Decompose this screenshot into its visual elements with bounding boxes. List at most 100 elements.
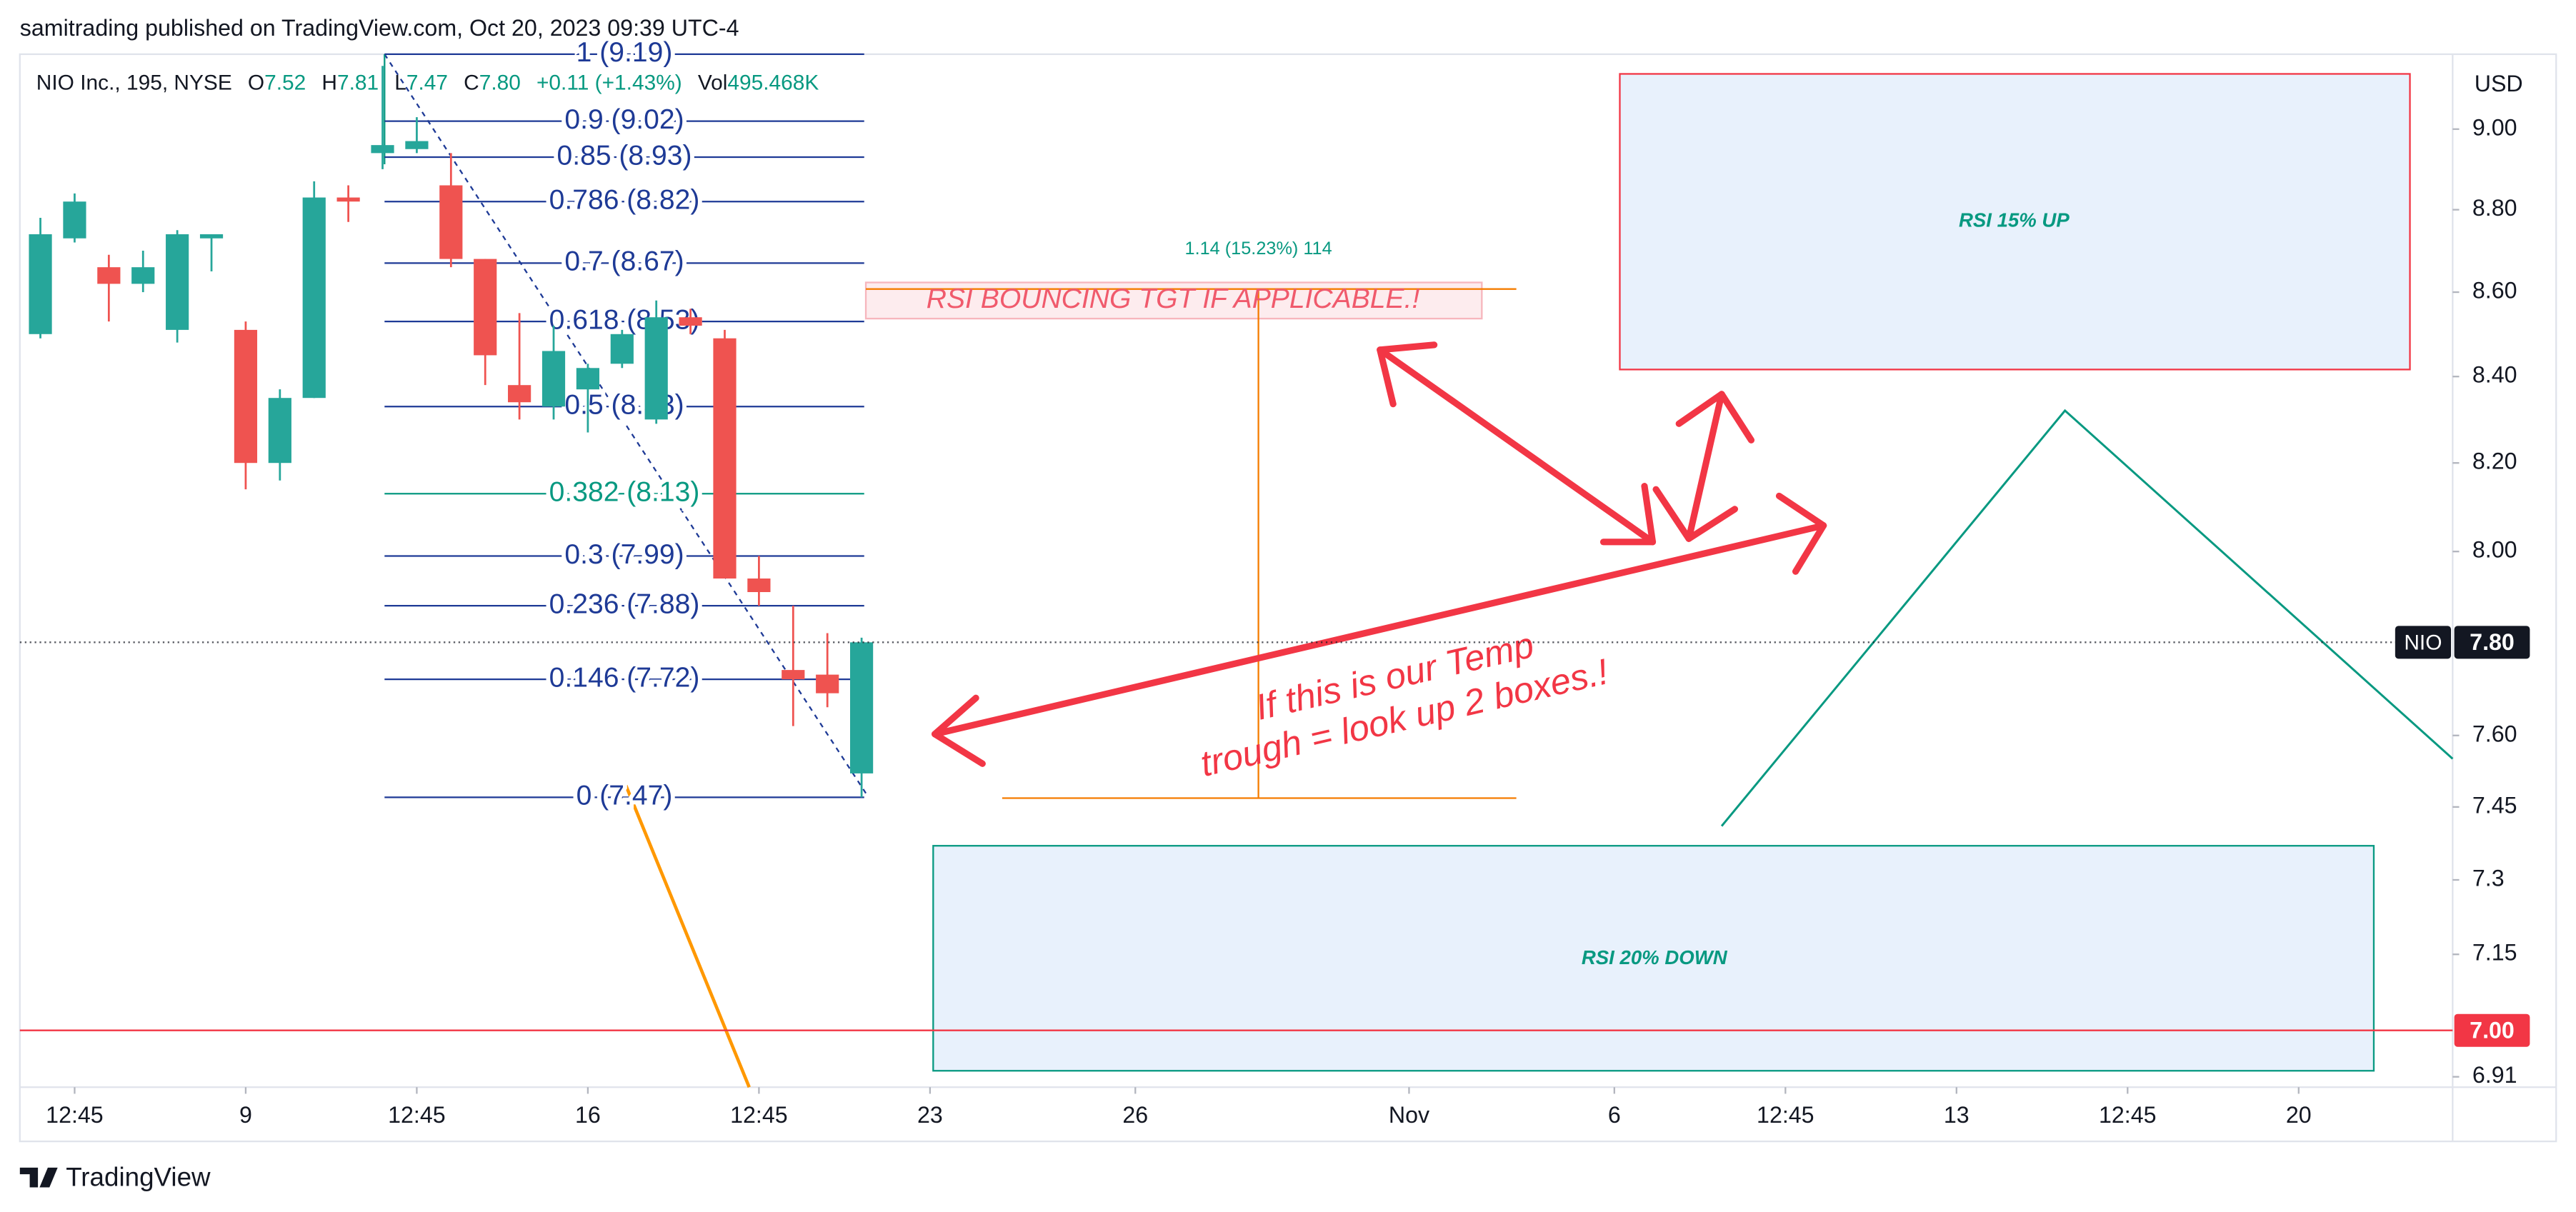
ohlc-value: 7.47	[406, 71, 448, 94]
price-lines: 7.80 NIO 7.00	[19, 626, 2530, 1047]
drawings: RSI BOUNCING TGT IF APPLICABLE.! 1.14 (1…	[384, 54, 2454, 1088]
arrow-line	[932, 522, 1827, 738]
arrow-head	[1652, 486, 1739, 542]
y-tick-label: 6.91	[2472, 1062, 2517, 1088]
price-label: 7.80	[2470, 629, 2515, 655]
candle-body	[29, 234, 52, 334]
candle-body	[576, 368, 600, 390]
arrow-head	[1599, 483, 1657, 546]
x-tick-label: 12:45	[2099, 1102, 2157, 1128]
attribution: samitrading published on TradingView.com…	[20, 15, 739, 41]
fib-label: 0.85 (8.93)	[557, 140, 692, 171]
zigzag-line	[1720, 409, 2454, 827]
y-tick-label: 8.00	[2472, 537, 2517, 563]
candle-body	[166, 234, 189, 330]
y-tick-label: 8.60	[2472, 278, 2517, 304]
box-up	[1619, 73, 2411, 371]
arrow-head	[932, 694, 986, 767]
x-tick-label: Nov	[1389, 1102, 1429, 1128]
ohlc-key: L	[394, 71, 406, 94]
ohlc-key: C	[464, 71, 479, 94]
x-tick-label: 9	[239, 1102, 252, 1128]
fib-label: 0.236 (7.88)	[549, 589, 700, 619]
brand: TradingView	[66, 1163, 211, 1192]
y-tick-label: 9.00	[2472, 114, 2517, 140]
candle-body	[849, 642, 874, 773]
price-label-box	[2454, 626, 2530, 659]
arrow-line	[1685, 391, 1725, 542]
candle-body	[508, 385, 531, 403]
y-tick-label: 7.60	[2472, 721, 2517, 746]
candle-body	[782, 670, 805, 680]
axes: 9.00 8.80 8.60 8.40 8.20 8.00 7.60 7.45 7.3 7.15 6…	[46, 114, 2517, 1128]
chart-frame	[19, 53, 2557, 1143]
y-tick-label: 7.15	[2472, 940, 2517, 966]
volume-key: Vol	[698, 71, 728, 94]
volume: 495.468K	[727, 71, 819, 94]
logo	[19, 1167, 58, 1188]
candle-body	[199, 234, 224, 239]
box-down	[932, 845, 2375, 1072]
candles	[29, 66, 874, 798]
ohlc-key: O	[248, 71, 264, 94]
fib-label: 0.146 (7.72)	[549, 662, 700, 693]
currency: USD	[2475, 71, 2523, 96]
candle-body	[439, 185, 463, 259]
candle-body	[97, 267, 121, 284]
x-tick-label: 20	[2286, 1102, 2312, 1128]
candle-body	[610, 334, 634, 364]
orange-line	[622, 781, 751, 1088]
candle-body	[63, 201, 86, 239]
candle-body	[268, 398, 291, 464]
x-tick-label: 6	[1608, 1102, 1621, 1128]
symbol: NIO Inc., 195, NYSE	[36, 71, 232, 94]
fib-label: 0.3 (7.99)	[564, 539, 684, 570]
candle-body	[713, 338, 737, 579]
legend: NIO Inc., 195, NYSE O7.52 H7.81 L7.47 C7…	[36, 71, 819, 94]
change: +0.11 (+1.43%)	[536, 71, 682, 94]
arrow-head	[1675, 391, 1755, 444]
x-tick-label: 12:45	[730, 1102, 788, 1128]
symbol-label-box	[2395, 626, 2452, 659]
candle-body	[234, 329, 258, 464]
target-label: RSI BOUNCING TGT IF APPLICABLE.!	[927, 284, 1420, 314]
box-up-label: RSI 15% UP	[1959, 209, 2070, 231]
y-tick-label: 7.45	[2472, 792, 2517, 818]
ohlc-key: H	[321, 71, 337, 94]
fib-label: 0.7 (8.67)	[564, 246, 684, 277]
ohlc-value: 7.80	[479, 71, 521, 94]
box-down-label: RSI 20% DOWN	[1582, 946, 1728, 968]
candle-body	[131, 267, 155, 284]
price-label: 7.00	[2470, 1018, 2515, 1043]
y-tick-label: 8.40	[2472, 362, 2517, 388]
arrow-line	[1377, 346, 1657, 546]
fib-label: 0 (7.47)	[576, 781, 673, 811]
ohlc-value: 7.52	[264, 71, 306, 94]
candle-body	[816, 674, 839, 693]
arrow-head	[1775, 492, 1827, 575]
x-tick-label: 12:45	[388, 1102, 446, 1128]
candle-body	[405, 141, 429, 149]
x-tick-label: 26	[1122, 1102, 1148, 1128]
fib-levels: 1 (9.19) 0.9 (9.02) 0.85 (8.93) 0.786 (8.82…	[384, 33, 864, 815]
fib-label: 0.786 (8.82)	[549, 185, 700, 216]
x-tick-label: 23	[917, 1102, 943, 1128]
y-tick-label: 8.20	[2472, 449, 2517, 474]
y-tick-label: 7.3	[2472, 865, 2505, 891]
candle-body	[679, 317, 702, 326]
fib-label: 1 (9.19)	[576, 37, 673, 68]
candle-body	[541, 351, 566, 407]
fib-label: 0.618 (8.53)	[549, 304, 700, 335]
candle-body	[474, 259, 497, 356]
logo-mark	[19, 1167, 58, 1188]
fib-label: 0.382 (8.13)	[549, 477, 700, 508]
candle-body	[336, 197, 360, 202]
y-tick-label: 8.80	[2472, 195, 2517, 221]
x-tick-label: 12:45	[1757, 1102, 1814, 1128]
symbol-label: NIO	[2404, 631, 2442, 655]
candle-body	[747, 579, 771, 593]
x-tick-label: 12:45	[46, 1102, 104, 1128]
ohlc-value: 7.81	[337, 71, 379, 94]
x-tick-label: 16	[575, 1102, 601, 1128]
